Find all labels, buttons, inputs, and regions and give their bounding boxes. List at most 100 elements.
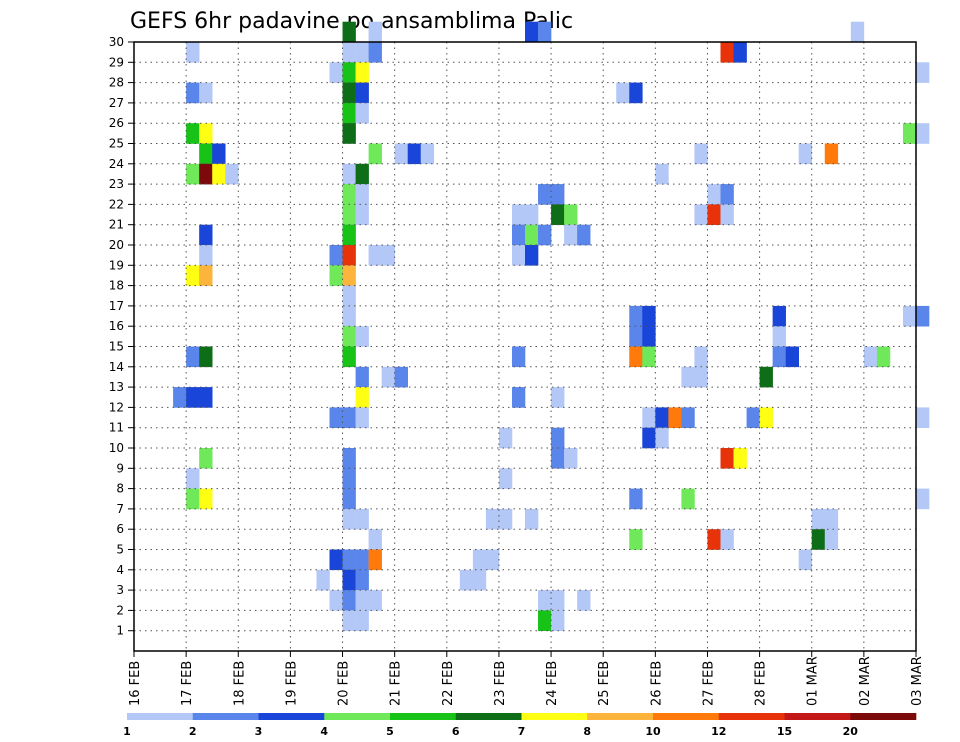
y-tick-label: 14	[109, 360, 124, 374]
y-tick-label: 12	[109, 400, 124, 414]
heatmap-cell	[511, 245, 526, 266]
heatmap-cell	[902, 123, 917, 144]
heatmap-cell	[199, 245, 213, 266]
heatmap-cell	[355, 163, 369, 185]
heatmap-cell	[538, 590, 552, 611]
legend-swatch	[784, 713, 851, 720]
legend-swatch	[455, 713, 522, 720]
heatmap-cell	[629, 488, 643, 510]
heatmap-cell	[681, 366, 695, 388]
heatmap-cell	[511, 224, 526, 246]
heatmap-cell	[472, 569, 487, 591]
heatmap-cell	[342, 508, 356, 530]
heatmap-cell	[551, 184, 565, 205]
heatmap-cell	[694, 346, 708, 368]
heatmap-cell	[342, 569, 356, 591]
heatmap-cell	[342, 610, 356, 631]
y-tick-label: 21	[109, 218, 124, 232]
heatmap-cell	[212, 143, 226, 165]
heatmap-cell	[551, 204, 565, 225]
y-tick-label: 15	[109, 340, 124, 354]
legend-label: 2	[189, 725, 197, 738]
heatmap-cell	[811, 529, 826, 550]
heatmap-cell	[355, 387, 369, 408]
heatmap-cell	[485, 549, 500, 571]
x-tick-label: 02 MAR	[858, 656, 873, 706]
heatmap-cell	[720, 184, 734, 205]
heatmap-cell	[551, 610, 565, 631]
heatmap-cell	[394, 143, 408, 165]
heatmap-cell	[199, 163, 213, 185]
y-tick-label: 26	[109, 116, 124, 130]
heatmap-cell	[368, 21, 382, 43]
heatmap-cell	[329, 590, 343, 611]
heatmap-cell	[616, 82, 630, 104]
heatmap-cell	[720, 42, 734, 63]
y-tick-label: 11	[109, 421, 124, 435]
legend-swatch	[192, 713, 259, 720]
heatmap-cell	[629, 529, 643, 550]
heatmap-cell	[642, 346, 656, 368]
x-tick-label: 21 FEB	[389, 661, 404, 706]
legend-label: 6	[452, 725, 460, 738]
x-tick-label: 18 FEB	[232, 661, 247, 706]
y-tick-label: 5	[116, 543, 124, 557]
heatmap-cell	[342, 204, 356, 225]
heatmap-cell	[368, 590, 382, 611]
heatmap-cell	[538, 184, 552, 205]
heatmap-cell	[342, 488, 356, 510]
heatmap-cell	[342, 448, 356, 469]
heatmap-cell	[511, 346, 526, 368]
y-tick-label: 6	[116, 522, 124, 536]
heatmap-cell	[538, 610, 552, 631]
heatmap-cell	[355, 610, 369, 631]
y-tick-label: 20	[109, 238, 124, 252]
heatmap-cell	[655, 427, 669, 449]
legend-swatch	[850, 713, 917, 720]
y-tick-label: 25	[109, 137, 124, 151]
x-tick-label: 26 FEB	[649, 661, 664, 706]
heatmap-cell	[916, 488, 930, 510]
heatmap-cell	[668, 407, 682, 428]
y-tick-label: 13	[109, 380, 124, 394]
heatmap-cell	[707, 184, 721, 205]
heatmap-cell	[850, 21, 865, 43]
heatmap-cell	[329, 265, 343, 286]
heatmap-cell	[329, 245, 343, 266]
heatmap-cell	[511, 204, 526, 225]
heatmap-cell	[720, 204, 734, 225]
heatmap-cell	[642, 427, 656, 449]
heatmap-cell	[329, 62, 343, 83]
heatmap-cell	[772, 326, 786, 347]
y-tick-label: 28	[109, 76, 124, 90]
heatmap-cell	[498, 427, 513, 449]
heatmap-cell	[199, 265, 213, 286]
y-tick-label: 8	[116, 482, 124, 496]
heatmap-cell	[642, 305, 656, 327]
heatmap-cells	[173, 21, 930, 631]
heatmap-cell	[342, 285, 356, 307]
y-tick-label: 2	[116, 603, 124, 617]
heatmap-cell	[538, 224, 552, 246]
heatmap-cell	[355, 569, 369, 591]
heatmap-cell	[199, 387, 213, 408]
heatmap-cell	[199, 346, 213, 368]
heatmap-cell	[694, 366, 708, 388]
heatmap-cell	[577, 224, 591, 246]
legend-label: 1	[123, 725, 131, 738]
y-tick-label: 1	[116, 624, 124, 638]
heatmap-cell	[916, 62, 930, 83]
x-tick-label: 25 FEB	[597, 661, 612, 706]
heatmap-cell	[342, 549, 356, 571]
heatmap-cell	[329, 549, 343, 571]
heatmap-cell	[525, 204, 539, 225]
legend-swatch	[587, 713, 654, 720]
heatmap-cell	[342, 62, 356, 83]
heatmap-cell	[342, 407, 356, 428]
x-axis: 16 FEB 17 FEB 18 FEB 19 FEB 20 FEB 21 FEB 22 F…	[128, 651, 925, 706]
x-tick-label: 24 FEB	[545, 661, 560, 706]
heatmap-cell	[199, 488, 213, 510]
heatmap-cell	[355, 326, 369, 347]
heatmap-cell	[916, 305, 930, 327]
legend-swatch	[258, 713, 325, 720]
